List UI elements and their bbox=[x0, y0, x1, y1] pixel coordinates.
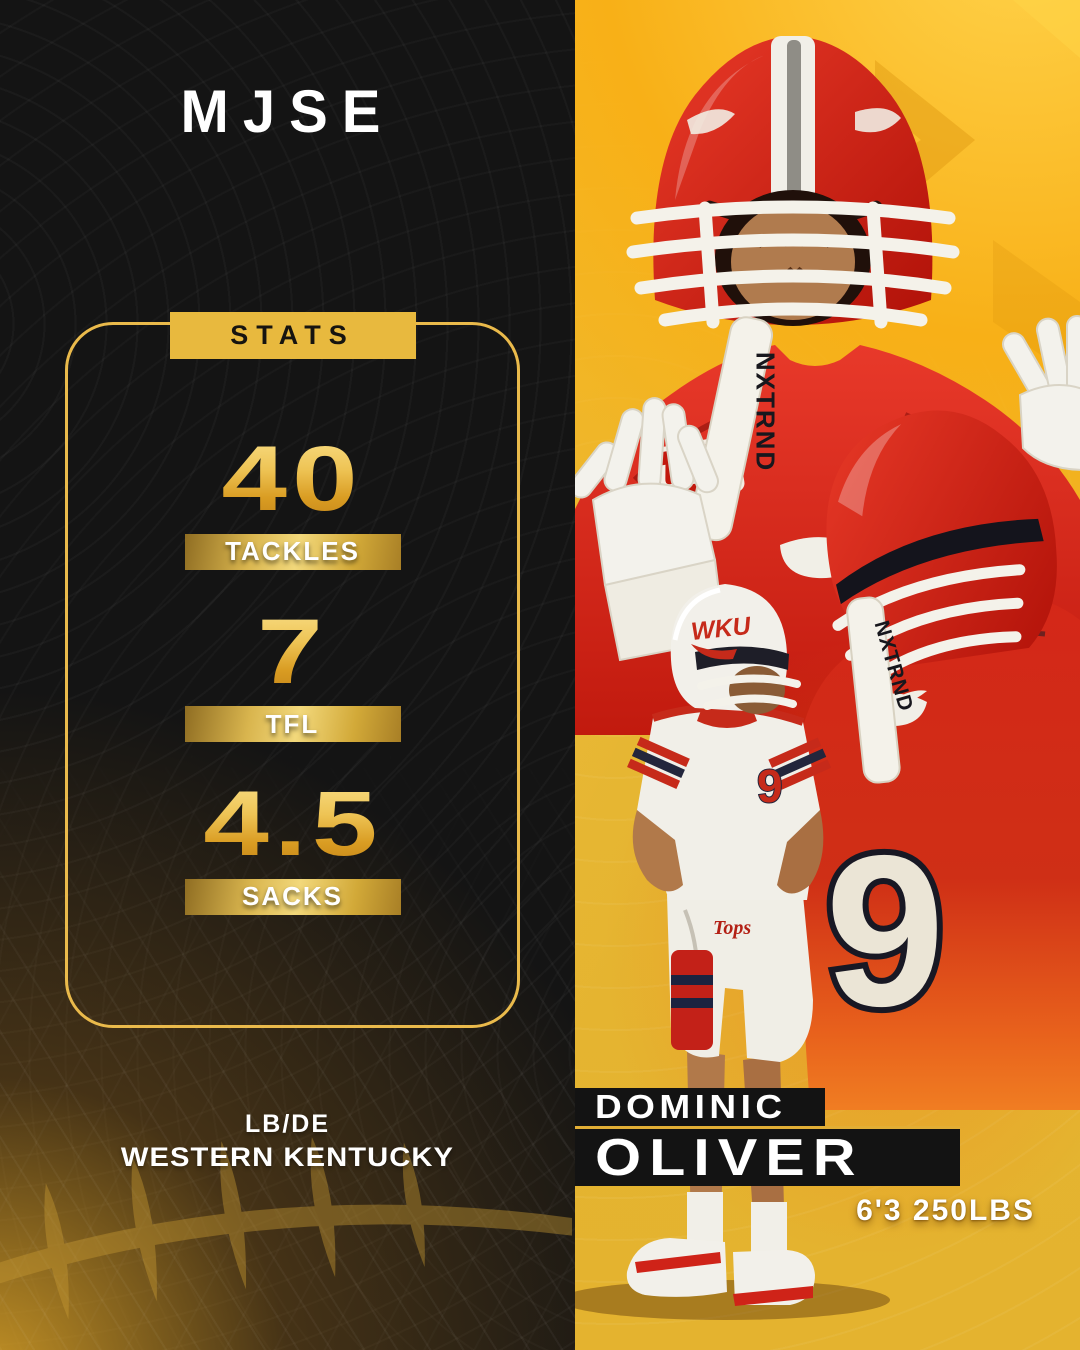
stat-tackles: 40 TACKLES bbox=[184, 428, 401, 570]
svg-text:NXTRND: NXTRND bbox=[751, 352, 781, 472]
mjse-logo: MJSE bbox=[180, 77, 395, 146]
stats-card: STATS 40 TACKLES 7 TFL 4.5 SACKS bbox=[65, 312, 520, 1028]
stat-value: 4.5 bbox=[202, 773, 383, 876]
helmet-fullbody: WKU bbox=[670, 584, 801, 714]
player-measurables: 6'3 250LBS bbox=[856, 1194, 1035, 1227]
glove-right bbox=[1002, 315, 1080, 471]
player-first-name: DOMINIC bbox=[595, 1088, 787, 1125]
stat-label: TFL bbox=[184, 706, 401, 743]
jersey-number-back: 9 bbox=[825, 810, 945, 1051]
glove-left bbox=[575, 397, 727, 662]
facemask-main bbox=[626, 200, 960, 329]
stats-header-badge: STATS bbox=[169, 312, 416, 359]
hip-towel bbox=[671, 950, 713, 1050]
player-last-name: OLIVER bbox=[595, 1128, 864, 1187]
cleats bbox=[626, 1238, 815, 1306]
helmet-main bbox=[626, 36, 960, 329]
player-position: LB/DE bbox=[245, 1110, 330, 1138]
black-background-panel: MJSE STATS 40 TACKLES 7 TFL 4.5 SACKS LB… bbox=[0, 0, 575, 1350]
player-school: WESTERN KENTUCKY bbox=[120, 1142, 455, 1172]
helmet-logo: WKU bbox=[690, 612, 753, 646]
stat-label: SACKS bbox=[184, 878, 401, 915]
gold-divider-line bbox=[575, 1126, 960, 1129]
jersey-number-front: 9 bbox=[757, 760, 783, 812]
stat-sacks: 4.5 SACKS bbox=[184, 773, 401, 915]
helmet-secondary bbox=[826, 410, 1057, 691]
stat-label: TACKLES bbox=[184, 533, 401, 570]
sleeve-stripes-left bbox=[627, 736, 690, 789]
player-name-block: DOMINIC OLIVER bbox=[575, 1088, 960, 1187]
first-name-band: DOMINIC bbox=[575, 1088, 825, 1126]
towel-script: Tops bbox=[713, 917, 751, 939]
last-name-band: OLIVER bbox=[575, 1128, 960, 1187]
football-laces-graphic bbox=[0, 1137, 572, 1320]
hatch-pattern bbox=[0, 730, 575, 1350]
sleeve-stripes-right bbox=[768, 737, 832, 790]
stat-tfl: 7 TFL bbox=[184, 600, 401, 743]
stats-list: 40 TACKLES 7 TFL 4.5 SACKS bbox=[68, 325, 517, 1025]
stat-value: 7 bbox=[257, 600, 328, 703]
stat-value: 40 bbox=[221, 428, 364, 530]
position-school-block: LB/DE WESTERN KENTUCKY bbox=[0, 1110, 575, 1173]
